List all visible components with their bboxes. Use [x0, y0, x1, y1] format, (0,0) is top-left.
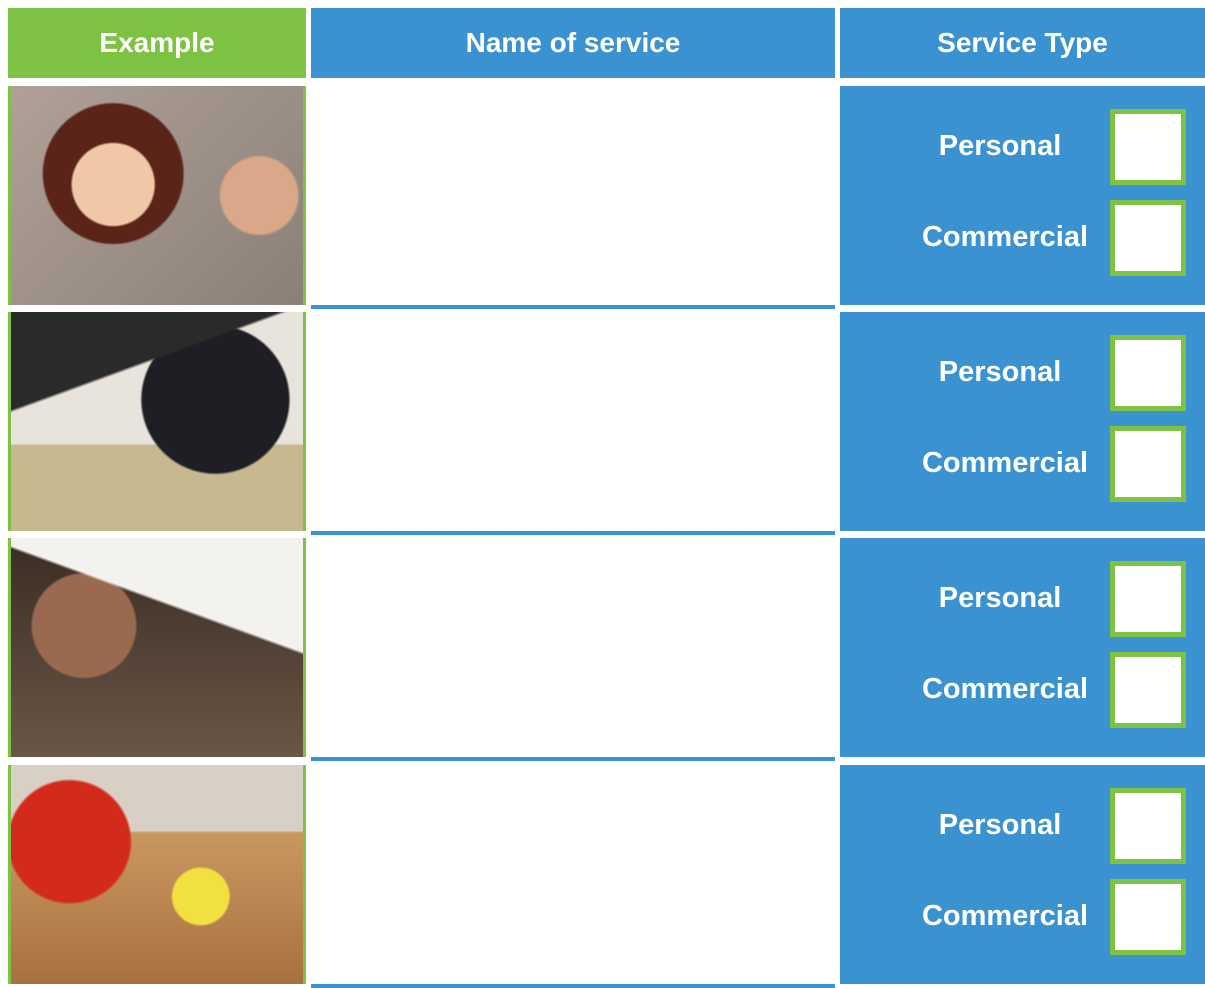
- option-label: Personal: [938, 582, 1062, 614]
- example-photo: [8, 538, 306, 757]
- example-photo: [8, 312, 306, 531]
- checkbox[interactable]: [1110, 788, 1186, 864]
- checkbox[interactable]: [1110, 200, 1186, 276]
- header-cell: Service Type: [840, 8, 1205, 78]
- checkbox[interactable]: [1110, 109, 1186, 185]
- option-label: Commercial: [921, 221, 1088, 253]
- service-name-cell: [311, 312, 835, 535]
- header-cell: Example: [8, 8, 306, 78]
- service-name-cell: [311, 765, 835, 988]
- service-name-cell: [311, 86, 835, 309]
- checkbox[interactable]: [1110, 879, 1186, 955]
- header-cell: Name of service: [311, 8, 835, 78]
- checkbox[interactable]: [1110, 561, 1186, 637]
- option-label: Personal: [938, 356, 1062, 388]
- option-label: Personal: [938, 130, 1062, 162]
- option-label: Commercial: [921, 900, 1088, 932]
- option-label: Commercial: [921, 673, 1088, 705]
- checkbox[interactable]: [1110, 426, 1186, 502]
- example-photo: [8, 86, 306, 305]
- service-name-cell: [311, 538, 835, 761]
- option-label: Personal: [938, 809, 1062, 841]
- checkbox[interactable]: [1110, 652, 1186, 728]
- checkbox[interactable]: [1110, 335, 1186, 411]
- example-photo: [8, 765, 306, 984]
- option-label: Commercial: [921, 447, 1088, 479]
